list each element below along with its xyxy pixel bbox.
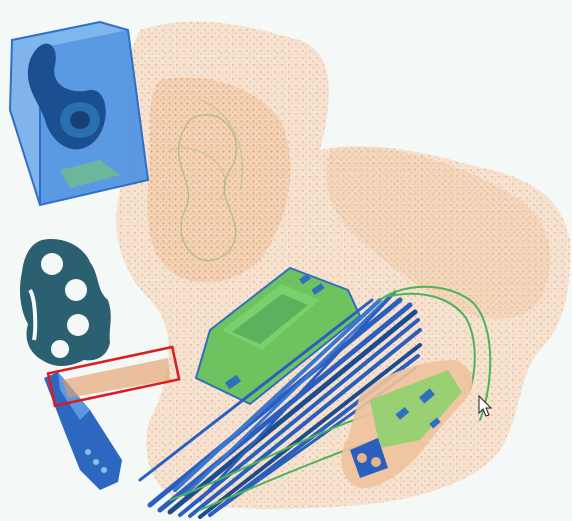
mouse-pointer-icon: [478, 394, 493, 417]
bag-clutter: [116, 21, 571, 509]
threat-bounding-box: [46, 345, 181, 408]
brass-knuckles: [20, 238, 111, 366]
clear-box-with-object: [8, 20, 150, 207]
small-electronics-board: [341, 360, 473, 489]
circuit-board: [194, 266, 362, 406]
